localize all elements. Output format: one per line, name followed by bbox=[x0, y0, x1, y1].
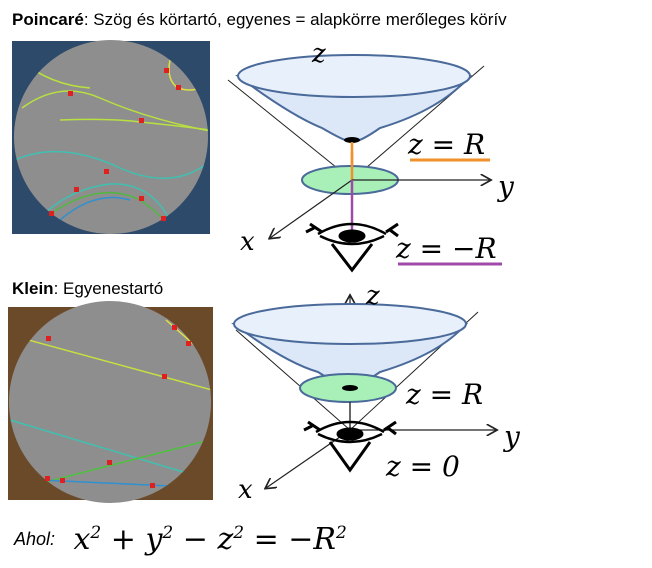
formula-prefix: Ahol: bbox=[14, 529, 56, 549]
poincare-description: : Szög és körtartó, egyenes = alapkörre … bbox=[83, 10, 507, 29]
poincare-geodesic bbox=[59, 196, 131, 221]
klein-disk bbox=[9, 301, 211, 503]
x-axis bbox=[266, 429, 351, 488]
klein-point bbox=[186, 341, 191, 346]
poincare-title: Poincaré bbox=[12, 10, 84, 29]
poincare-point bbox=[139, 118, 144, 123]
klein-point bbox=[107, 460, 112, 465]
poincare-heading: Poincaré: Szög és körtartó, egyenes = al… bbox=[12, 10, 507, 30]
poincare-geodesic bbox=[14, 150, 206, 179]
klein-line bbox=[9, 419, 211, 481]
poincare-point bbox=[49, 211, 54, 216]
x-axis bbox=[270, 179, 353, 238]
poincare-point bbox=[161, 216, 166, 221]
eq-term: = −R bbox=[244, 522, 337, 557]
eq-exponent: 2 bbox=[162, 523, 174, 543]
formula-equation: x2 + y2 − z2 = −R2 bbox=[73, 522, 346, 557]
poincare-disk bbox=[14, 40, 208, 234]
poincare-point bbox=[176, 85, 181, 90]
lower-plane-label: z = 0 bbox=[385, 450, 460, 483]
eq-term: + y bbox=[101, 522, 163, 557]
upper-plane-label: z = R bbox=[407, 128, 485, 161]
y-axis-label: y bbox=[496, 170, 515, 203]
eq-term: x bbox=[73, 522, 91, 557]
x-axis-label: x bbox=[238, 475, 253, 505]
klein-point bbox=[162, 374, 167, 379]
eq-exponent: 2 bbox=[336, 523, 347, 543]
poincare-point bbox=[139, 196, 144, 201]
hyperboloid-rim bbox=[233, 303, 467, 345]
eye-icon bbox=[303, 420, 397, 473]
klein-line bbox=[9, 334, 211, 391]
poincare-geodesic bbox=[29, 183, 171, 231]
klein-heading: Klein: Egyenestartó bbox=[12, 279, 163, 299]
eq-term: − z bbox=[173, 522, 234, 557]
x-axis-label: x bbox=[240, 227, 255, 257]
eq-exponent: 2 bbox=[90, 523, 102, 543]
hyperboloid-vertex bbox=[344, 137, 360, 143]
lower-plane-label: z = −R bbox=[395, 232, 497, 265]
cone-line bbox=[235, 329, 351, 431]
z-axis-label: z bbox=[311, 39, 326, 69]
poincare-geodesic bbox=[49, 191, 166, 223]
hyperboloid-rim bbox=[237, 54, 471, 98]
eq-exponent: 2 bbox=[233, 523, 245, 543]
formula: Ahol: x2 + y2 − z2 = −R2 bbox=[14, 522, 347, 557]
poincare-point bbox=[104, 169, 109, 174]
poincare-point bbox=[68, 91, 73, 96]
poincare-point bbox=[164, 68, 169, 73]
eye-icon bbox=[305, 222, 399, 273]
poincare-geodesic bbox=[21, 90, 208, 133]
klein-point bbox=[172, 325, 177, 330]
klein-description: : Egyenestartó bbox=[53, 279, 164, 298]
klein-point bbox=[45, 476, 50, 481]
klein-point bbox=[150, 483, 155, 488]
klein-point bbox=[60, 478, 65, 483]
cone-line bbox=[227, 79, 353, 181]
klein-point bbox=[46, 336, 51, 341]
z-axis-label: z bbox=[365, 281, 380, 311]
klein-title: Klein bbox=[12, 279, 54, 298]
upper-plane-label: z = R bbox=[405, 378, 483, 411]
y-axis-label: y bbox=[502, 420, 521, 453]
poincare-point bbox=[74, 187, 79, 192]
hyperboloid-vertex bbox=[342, 385, 358, 391]
